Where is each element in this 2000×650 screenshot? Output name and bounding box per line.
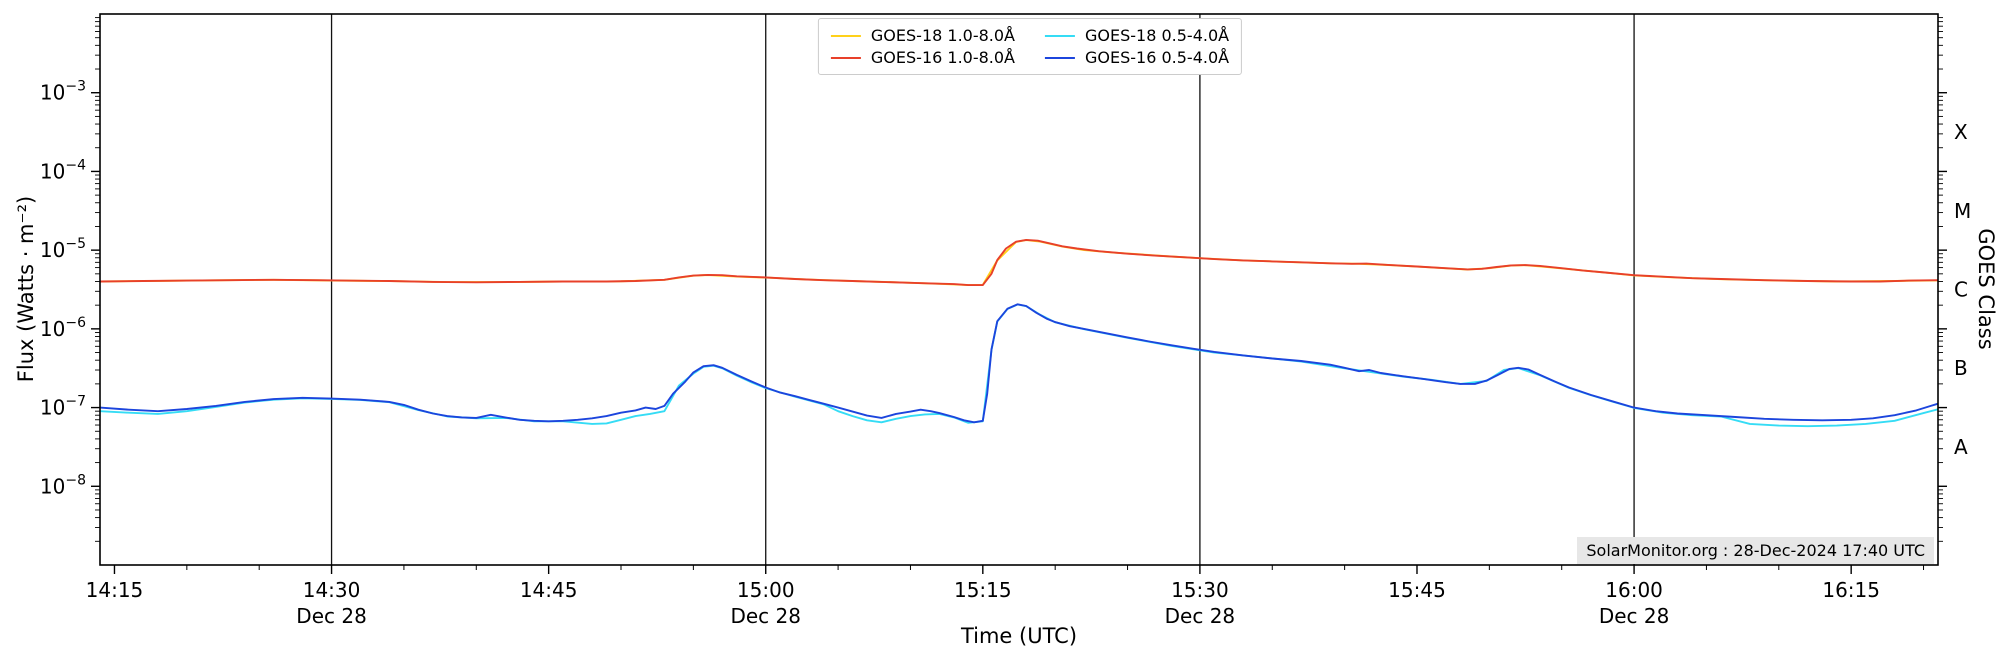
legend-line-swatch	[1045, 34, 1075, 37]
chart-legend: GOES-18 1.0-8.0Å GOES-16 1.0-8.0Å GOES-18 …	[817, 18, 1243, 75]
x-tick-label: 15:00	[737, 578, 795, 602]
x-tick-label: 14:30	[303, 578, 361, 602]
x-date-label: Dec 28	[730, 604, 801, 628]
x-date-label: Dec 28	[1599, 604, 1670, 628]
legend-label: GOES-16 1.0-8.0Å	[870, 48, 1015, 67]
x-axis-label: Time (UTC)	[960, 624, 1078, 648]
right-axis-label: GOES Class	[1974, 228, 1998, 350]
goes-class-label: C	[1954, 278, 1968, 302]
y-tick-label: 10−3	[40, 79, 86, 105]
y-tick-label: 10−4	[40, 157, 86, 183]
goes-class-label: M	[1954, 199, 1971, 223]
legend-item: GOES-16 0.5-4.0Å	[1045, 48, 1229, 67]
legend-label: GOES-18 0.5-4.0Å	[1085, 26, 1230, 45]
plot-frame	[99, 13, 1939, 566]
x-date-label: Dec 28	[1165, 604, 1236, 628]
legend-label: GOES-16 0.5-4.0Å	[1085, 48, 1230, 67]
legend-label: GOES-18 1.0-8.0Å	[870, 26, 1015, 45]
series-line-1	[100, 238, 1938, 287]
x-tick-label: 15:30	[1171, 578, 1229, 602]
y-tick-label: 10−6	[40, 315, 86, 341]
series-line-2	[100, 303, 1938, 428]
y-tick-label: 10−5	[40, 236, 86, 262]
legend-item: GOES-16 1.0-8.0Å	[830, 48, 1015, 67]
x-tick-label: 16:15	[1822, 578, 1880, 602]
x-tick-label: 14:15	[86, 578, 144, 602]
y-tick-label: 10−8	[40, 472, 86, 498]
x-tick-label: 15:15	[954, 578, 1012, 602]
y-tick-label: 10−7	[40, 394, 86, 420]
legend-line-swatch	[830, 34, 861, 37]
series-line-0	[100, 239, 1938, 287]
goes-class-label: A	[1954, 435, 1968, 459]
series-line-3	[100, 303, 1938, 424]
legend-line-swatch	[1045, 56, 1075, 59]
y-axis-label: Flux (Watts · m⁻²)	[14, 195, 38, 383]
x-tick-label: 16:00	[1605, 578, 1663, 602]
goes-class-label: B	[1954, 356, 1968, 380]
legend-item: GOES-18 1.0-8.0Å	[830, 26, 1015, 45]
x-tick-label: 15:45	[1388, 578, 1446, 602]
legend-item: GOES-18 0.5-4.0Å	[1045, 26, 1229, 45]
goes-class-label: X	[1954, 120, 1968, 144]
x-date-label: Dec 28	[296, 604, 367, 628]
watermark: SolarMonitor.org : 28-Dec-2024 17:40 UTC	[1577, 537, 1934, 564]
legend-line-swatch	[830, 56, 861, 59]
series-group	[100, 238, 1938, 428]
x-tick-label: 14:45	[520, 578, 578, 602]
